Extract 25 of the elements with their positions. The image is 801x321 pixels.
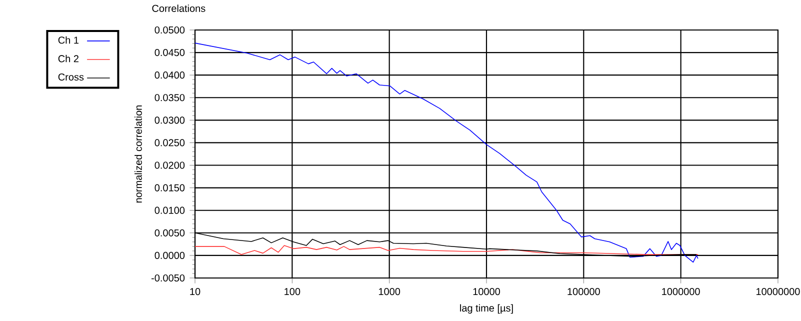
- x-tick-label: 10: [190, 288, 200, 296]
- x-tick-label: 10000: [473, 288, 500, 296]
- legend-label: Cross: [58, 73, 84, 81]
- legend-label: Ch 2: [58, 54, 78, 62]
- x-tick-label: 100: [284, 288, 300, 296]
- y-tick-label: 0.0100: [154, 206, 185, 214]
- y-tick-label: -0.0050: [151, 274, 185, 282]
- y-tick-label: 0.0150: [154, 184, 185, 192]
- y-tick-label: 0.0300: [154, 116, 185, 124]
- x-tick-label: 1000000: [662, 288, 700, 296]
- y-tick-label: 0.0050: [154, 229, 185, 236]
- y-axis-title: normalized correlation: [134, 105, 142, 203]
- x-axis-title: lag time [µs]: [460, 304, 513, 314]
- x-tick-label: 10000000: [756, 288, 800, 296]
- y-tick-label: 0.0450: [154, 48, 185, 56]
- x-tick-label: 100000: [568, 288, 600, 296]
- y-tick-label: 0.0250: [154, 139, 185, 146]
- chart-title: Correlations: [152, 4, 206, 12]
- legend-label: Ch 1: [58, 36, 79, 44]
- y-tick-label: 0.0000: [154, 252, 185, 259]
- y-tick-label: 0.0350: [154, 94, 185, 102]
- y-tick-label: 0.0400: [154, 72, 185, 79]
- x-tick-label: 1000: [378, 288, 400, 296]
- y-tick-label: 0.0500: [154, 26, 185, 34]
- y-tick-label: 0.0200: [154, 162, 185, 169]
